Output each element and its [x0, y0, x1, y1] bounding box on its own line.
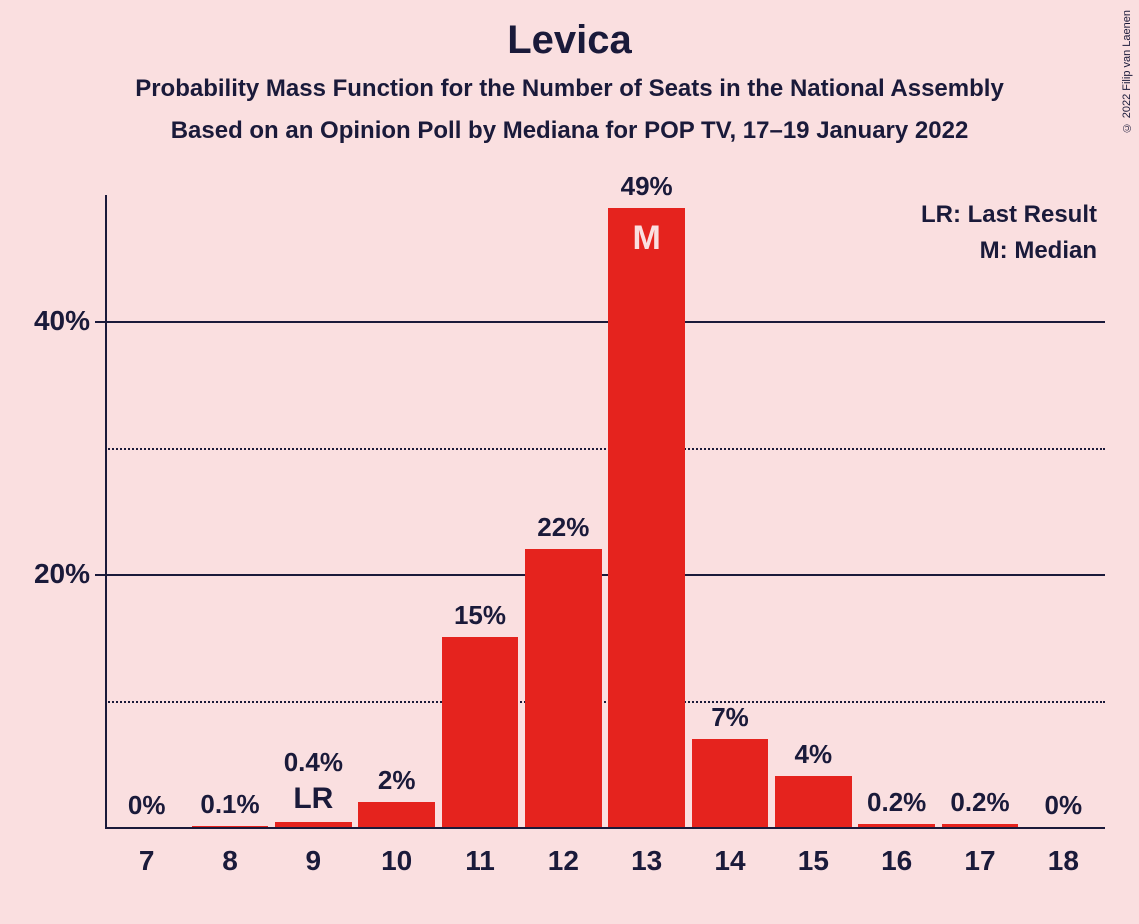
- y-tick: [95, 574, 105, 576]
- x-axis-label: 8: [222, 845, 238, 877]
- bar-value-label: 7%: [711, 702, 749, 733]
- bar-value-label: 0%: [128, 790, 166, 821]
- bar: [525, 549, 602, 827]
- x-axis-label: 13: [631, 845, 662, 877]
- bar-value-label: 15%: [454, 600, 506, 631]
- x-axis-label: 17: [964, 845, 995, 877]
- x-axis-label: 10: [381, 845, 412, 877]
- x-axis-label: 15: [798, 845, 829, 877]
- x-axis-label: 12: [548, 845, 579, 877]
- y-axis-label: 20%: [15, 558, 90, 590]
- bar-value-label: 0.2%: [950, 787, 1009, 818]
- x-axis-label: 11: [465, 845, 495, 877]
- bar: [192, 826, 269, 827]
- x-axis-label: 18: [1048, 845, 1079, 877]
- copyright-text: © 2022 Filip van Laenen: [1121, 10, 1133, 133]
- bar-value-label: 22%: [537, 512, 589, 543]
- x-axis-label: 16: [881, 845, 912, 877]
- bar: [692, 739, 769, 827]
- bar: [608, 208, 685, 827]
- bar-value-label: 0%: [1045, 790, 1083, 821]
- legend-m: M: Median: [980, 237, 1097, 265]
- bar-value-label: 0.2%: [867, 787, 926, 818]
- bar-marker-inside: M: [632, 219, 660, 258]
- bar-value-label: 2%: [378, 765, 416, 796]
- bar: [358, 802, 435, 827]
- x-axis-label: 9: [306, 845, 322, 877]
- bar-value-label: 0.1%: [200, 789, 259, 820]
- bar-value-label: 49%: [621, 171, 673, 202]
- chart-plot-area: 20%40%0%0.1%0.4%LR2%15%22%49%M7%4%0.2%0.…: [105, 195, 1105, 827]
- chart-subtitle-2: Based on an Opinion Poll by Mediana for …: [0, 117, 1139, 145]
- x-axis-label: 7: [139, 845, 155, 877]
- chart-title: Levica: [0, 0, 1139, 63]
- bar: [858, 824, 935, 827]
- y-axis: [105, 195, 107, 827]
- gridline-major: [105, 321, 1105, 323]
- bar: [775, 776, 852, 827]
- bar-value-label: 0.4%: [284, 747, 343, 778]
- bar: [275, 822, 352, 827]
- gridline-major: [105, 574, 1105, 576]
- gridline-minor: [105, 701, 1105, 703]
- y-axis-label: 40%: [15, 305, 90, 337]
- bar: [442, 637, 519, 827]
- legend-lr: LR: Last Result: [921, 201, 1097, 229]
- bar: [942, 824, 1019, 827]
- y-tick: [95, 321, 105, 323]
- chart-subtitle-1: Probability Mass Function for the Number…: [0, 75, 1139, 103]
- x-axis: [105, 827, 1105, 829]
- bar-value-label: 4%: [795, 739, 833, 770]
- x-axis-label: 14: [714, 845, 745, 877]
- gridline-minor: [105, 448, 1105, 450]
- bar-marker-above: LR: [293, 782, 333, 816]
